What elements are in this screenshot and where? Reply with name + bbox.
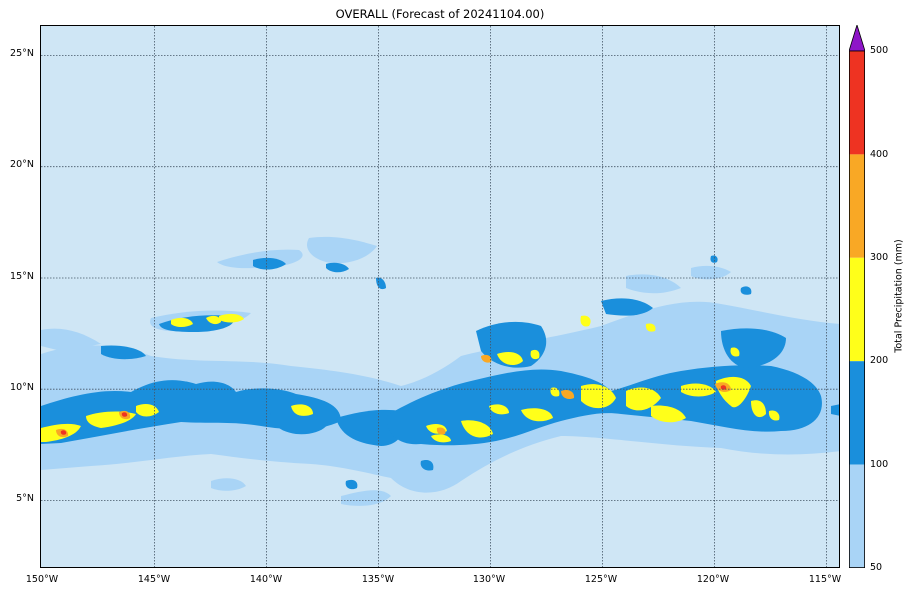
lon-label-115w: 115°W	[808, 574, 842, 585]
colorbar-canvas	[848, 23, 866, 568]
map-title: OVERALL (Forecast of 20241104.00)	[335, 7, 545, 21]
precipitation-map-canvas	[41, 26, 839, 567]
lon-label-150w: 150°W	[25, 574, 59, 585]
lon-label-130w: 130°W	[472, 574, 506, 585]
colorbar-band-100-200	[849, 361, 865, 465]
precipitation-map	[40, 25, 840, 568]
lon-label-125w: 125°W	[584, 574, 618, 585]
precip-400-500-layer	[60, 385, 727, 435]
lat-label-15n: 15°N	[10, 271, 34, 282]
graticule	[41, 26, 839, 567]
lat-label-20n: 20°N	[10, 159, 34, 170]
colorbar-band-400-500	[849, 51, 865, 155]
lon-label-120w: 120°W	[696, 574, 730, 585]
colorbar-label-400: 400	[870, 149, 889, 160]
precipitation-colorbar	[848, 23, 866, 568]
lon-label-140w: 140°W	[249, 574, 283, 585]
lat-label-5n: 5°N	[16, 493, 34, 504]
lon-label-135w: 135°W	[361, 574, 395, 585]
colorbar-label-200: 200	[870, 355, 889, 366]
lon-label-145w: 145°W	[137, 574, 171, 585]
colorbar-band-200-300	[849, 257, 865, 362]
lat-label-25n: 25°N	[10, 48, 34, 59]
lat-label-10n: 10°N	[10, 382, 34, 393]
colorbar-label-500: 500	[870, 45, 889, 56]
colorbar-label-100: 100	[870, 459, 889, 470]
colorbar-outline	[849, 50, 865, 568]
colorbar-label-300: 300	[870, 252, 889, 263]
colorbar-band-300-400	[849, 154, 865, 258]
colorbar-label-50: 50	[870, 562, 883, 573]
colorbar-title: Total Precipitation (mm)	[893, 239, 905, 353]
colorbar-band-50-100	[849, 464, 865, 568]
colorbar-extend-arrow	[848, 23, 866, 52]
precip-300-400-layer	[56, 354, 731, 438]
precip-200-300-layer	[41, 313, 780, 443]
